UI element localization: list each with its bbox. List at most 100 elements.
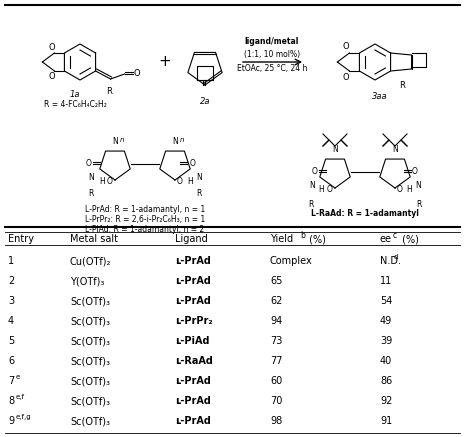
Text: b: b	[300, 230, 305, 239]
Text: +: +	[159, 55, 172, 69]
Text: e,f,g: e,f,g	[16, 414, 32, 420]
Text: O: O	[412, 167, 418, 177]
Text: O: O	[397, 185, 403, 194]
Text: ee: ee	[380, 234, 392, 244]
Text: N: N	[196, 173, 202, 183]
Text: N: N	[172, 137, 178, 146]
Text: ʟ-PrPr₂: ʟ-PrPr₂	[175, 316, 213, 326]
Text: N: N	[392, 145, 398, 154]
Text: R: R	[416, 200, 422, 209]
Text: 1a: 1a	[70, 90, 80, 99]
Text: 92: 92	[380, 396, 392, 406]
Text: 65: 65	[270, 276, 283, 286]
Text: Metal salt: Metal salt	[70, 234, 118, 244]
Text: 9: 9	[8, 416, 14, 426]
Text: ʟ-PiAd: ʟ-PiAd	[175, 336, 210, 346]
Text: R: R	[196, 189, 202, 198]
Text: 70: 70	[270, 396, 283, 406]
Text: R: R	[88, 189, 94, 198]
Text: Yield: Yield	[270, 234, 293, 244]
Text: 77: 77	[270, 356, 283, 366]
Text: 4: 4	[8, 316, 14, 326]
Text: n: n	[180, 137, 184, 143]
Text: O: O	[327, 185, 333, 194]
Text: 91: 91	[380, 416, 392, 426]
Text: Sc(OTf)₃: Sc(OTf)₃	[70, 376, 110, 386]
Text: Sc(OTf)₃: Sc(OTf)₃	[70, 296, 110, 306]
Text: 8: 8	[8, 396, 14, 406]
Text: ʟ-PrAd: ʟ-PrAd	[175, 296, 211, 306]
Text: O: O	[134, 69, 140, 77]
Text: N: N	[332, 145, 338, 154]
Text: 1: 1	[8, 256, 14, 266]
Text: ʟ-PrAd: ʟ-PrAd	[175, 376, 211, 386]
Text: ʟ-PrAd: ʟ-PrAd	[175, 416, 211, 426]
Text: (1:1, 10 mol%): (1:1, 10 mol%)	[244, 49, 300, 59]
Text: O: O	[86, 160, 92, 169]
Text: N: N	[112, 137, 118, 146]
Text: R: R	[106, 87, 111, 96]
Text: Y(OTf)₃: Y(OTf)₃	[70, 276, 104, 286]
Text: 3aa: 3aa	[372, 92, 388, 101]
Text: H: H	[406, 185, 412, 194]
Text: R: R	[399, 81, 404, 90]
Text: O: O	[343, 73, 349, 82]
Text: O: O	[49, 72, 55, 81]
Text: O: O	[343, 42, 349, 51]
Text: H: H	[187, 177, 193, 187]
Text: L-PrAd: R = 1-adamantyl, n = 1: L-PrAd: R = 1-adamantyl, n = 1	[85, 205, 205, 214]
Text: R = 4-FC₆H₄C₂H₂: R = 4-FC₆H₄C₂H₂	[44, 100, 107, 109]
Text: O: O	[177, 177, 183, 186]
Text: c: c	[393, 230, 397, 239]
Text: 5: 5	[8, 336, 14, 346]
Text: d: d	[394, 254, 398, 260]
Text: 62: 62	[270, 296, 283, 306]
Text: 73: 73	[270, 336, 283, 346]
Text: Sc(OTf)₃: Sc(OTf)₃	[70, 416, 110, 426]
Text: ʟ-PrAd: ʟ-PrAd	[175, 276, 211, 286]
Text: 7: 7	[8, 376, 14, 386]
Text: Entry: Entry	[8, 234, 34, 244]
Text: Sc(OTf)₃: Sc(OTf)₃	[70, 396, 110, 406]
Text: 2a: 2a	[200, 97, 210, 106]
Text: Ligand: Ligand	[175, 234, 208, 244]
Text: 39: 39	[380, 336, 392, 346]
Text: 94: 94	[270, 316, 282, 326]
Text: N: N	[309, 181, 315, 191]
Text: N: N	[415, 181, 421, 191]
Text: H: H	[318, 185, 324, 194]
Text: N: N	[88, 173, 94, 183]
Text: 49: 49	[380, 316, 392, 326]
Text: 98: 98	[270, 416, 282, 426]
Text: Sc(OTf)₃: Sc(OTf)₃	[70, 316, 110, 326]
Text: e,f: e,f	[16, 394, 25, 400]
Text: 3: 3	[8, 296, 14, 306]
Text: 86: 86	[380, 376, 392, 386]
Text: EtOAc, 25 °C, 24 h: EtOAc, 25 °C, 24 h	[237, 65, 307, 73]
Text: 40: 40	[380, 356, 392, 366]
Text: ʟ-RaAd: ʟ-RaAd	[175, 356, 213, 366]
Text: R: R	[308, 200, 314, 209]
Text: 6: 6	[8, 356, 14, 366]
Text: L-RaAd: R = 1-adamantyl: L-RaAd: R = 1-adamantyl	[311, 209, 419, 218]
Text: O: O	[107, 177, 113, 186]
Text: H: H	[99, 177, 105, 187]
Text: n: n	[120, 137, 125, 143]
Text: (%): (%)	[306, 234, 326, 244]
Text: O: O	[312, 167, 318, 177]
Text: O: O	[49, 43, 55, 52]
Text: Sc(OTf)₃: Sc(OTf)₃	[70, 336, 110, 346]
Text: e: e	[16, 374, 20, 380]
Text: Complex: Complex	[270, 256, 313, 266]
Text: 54: 54	[380, 296, 392, 306]
Text: N.D.: N.D.	[380, 256, 401, 266]
Text: 2: 2	[8, 276, 14, 286]
Text: L-PiAd: R = 1-adamantyl, n = 2: L-PiAd: R = 1-adamantyl, n = 2	[85, 225, 205, 234]
Text: ʟ-PrAd: ʟ-PrAd	[175, 256, 211, 266]
Text: 60: 60	[270, 376, 282, 386]
Text: (%): (%)	[399, 234, 419, 244]
Text: Sc(OTf)₃: Sc(OTf)₃	[70, 356, 110, 366]
Text: ligand/metal: ligand/metal	[245, 38, 299, 46]
Text: O: O	[190, 160, 196, 169]
Text: Cu(OTf)₂: Cu(OTf)₂	[70, 256, 111, 266]
